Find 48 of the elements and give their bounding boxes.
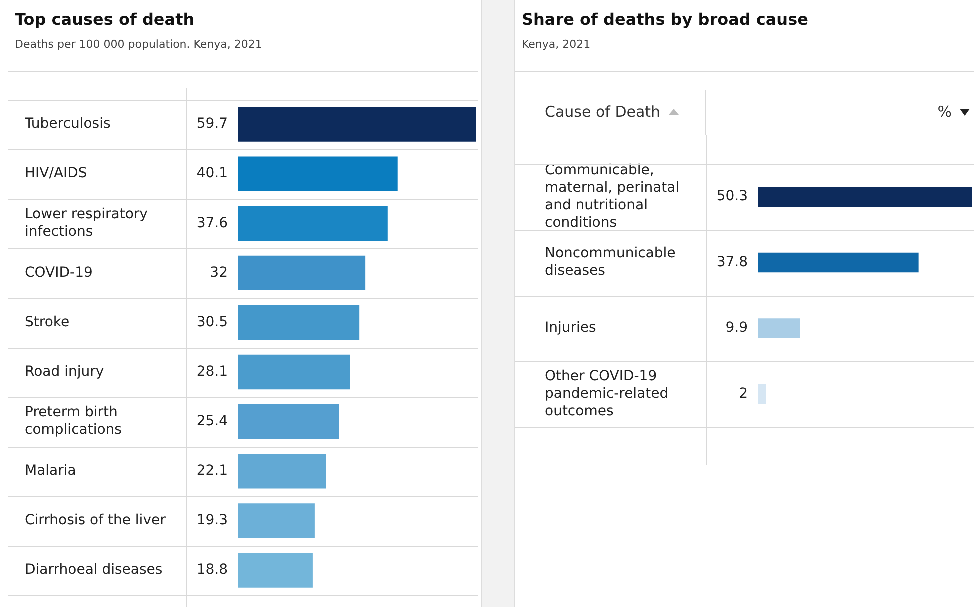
data-label: 50.3	[716, 188, 748, 205]
data-label: 40.1	[196, 166, 228, 182]
bar	[238, 504, 315, 538]
bar	[238, 107, 476, 142]
data-label: 32	[210, 264, 228, 281]
y-tick-label: Diarrhoeal diseases	[25, 562, 163, 578]
data-label: 30.5	[196, 314, 228, 330]
data-label: 37.8	[716, 254, 748, 270]
y-tick-label: Malaria	[25, 463, 76, 480]
data-label: 19.3	[196, 512, 228, 529]
data-label: 59.7	[196, 116, 228, 132]
text: Top causes of death	[15, 10, 195, 29]
bar	[238, 404, 340, 440]
y-tick-label: Preterm birth complications	[25, 404, 122, 438]
data-label: 22.1	[196, 463, 228, 480]
bar	[238, 256, 366, 291]
bar	[238, 454, 326, 489]
y-tick-label: Road injury	[25, 364, 104, 380]
bar	[758, 187, 972, 207]
y-tick-label: Tuberculosis	[24, 116, 111, 132]
bar	[758, 252, 919, 273]
text: Kenya, 2021	[522, 38, 591, 51]
y-tick-label: HIV/AIDS	[25, 166, 88, 182]
y-tick-label: Lower respiratory infections	[25, 206, 148, 240]
y-tick-label: Injuries	[545, 320, 596, 336]
bar	[238, 305, 360, 340]
y-axis-title: Cause of Death	[545, 103, 661, 121]
data-label: 9.9	[726, 320, 748, 336]
data-label: 2	[739, 386, 748, 402]
y-tick-label: Stroke	[25, 314, 70, 330]
y-tick-label: Communicable, maternal, perinatal and nutritional conditions	[545, 162, 680, 231]
bar	[238, 553, 313, 588]
y-tick-label: Other COVID-19 pandemic-related outcomes	[545, 368, 669, 420]
bar	[238, 354, 350, 390]
y-tick-label: COVID-19	[25, 264, 93, 281]
text: Deaths per 100 000 population. Kenya, 2021	[15, 38, 262, 51]
bar	[238, 156, 398, 192]
bar	[758, 384, 767, 404]
chart-title: Share of deaths by broad cause	[522, 10, 808, 29]
data-label: 37.6	[196, 215, 228, 232]
data-label: 28.1	[196, 364, 228, 380]
bar	[238, 206, 388, 241]
y-tick-label: Noncommunicable diseases	[545, 246, 676, 280]
data-label: 25.4	[196, 413, 228, 430]
data-label: 18.8	[196, 562, 228, 578]
y-tick-label: Cirrhosis of the liver	[25, 512, 166, 529]
bar	[758, 318, 800, 338]
x-axis-title: %	[938, 103, 952, 121]
